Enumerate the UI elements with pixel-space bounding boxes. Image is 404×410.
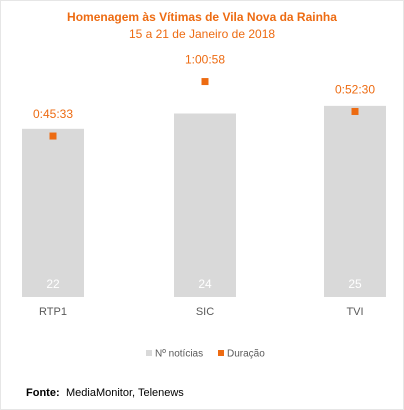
chart-title: Homenagem às Vítimas de Vila Nova da Rai… xyxy=(67,10,337,24)
duration-point xyxy=(49,132,57,140)
chart-subtitle: 15 a 21 de Janeiro de 2018 xyxy=(129,27,275,41)
legend-label: Duração xyxy=(227,349,265,360)
bar xyxy=(174,113,236,297)
source: MediaMonitor, Telenews xyxy=(66,387,184,399)
x-tick-label: SIC xyxy=(196,306,214,318)
point-value-label: 0:52:30 xyxy=(335,83,375,97)
x-tick-label: TVI xyxy=(346,306,363,318)
duration-point xyxy=(351,107,359,115)
legend-label: Nº notícias xyxy=(155,349,203,360)
point-value-label: 0:45:33 xyxy=(33,107,73,121)
bar-value-label: 24 xyxy=(198,277,212,291)
x-tick-label: RTP1 xyxy=(39,306,67,318)
bar xyxy=(22,128,84,297)
duration-point xyxy=(201,78,209,86)
bar-value-label: 25 xyxy=(348,277,362,291)
bar xyxy=(324,105,386,297)
source-label: Fonte: xyxy=(26,387,60,399)
point-value-label: 1:00:58 xyxy=(185,53,225,67)
bar-value-label: 22 xyxy=(46,277,60,291)
legend-swatch xyxy=(146,350,152,356)
legend-swatch xyxy=(218,350,224,356)
